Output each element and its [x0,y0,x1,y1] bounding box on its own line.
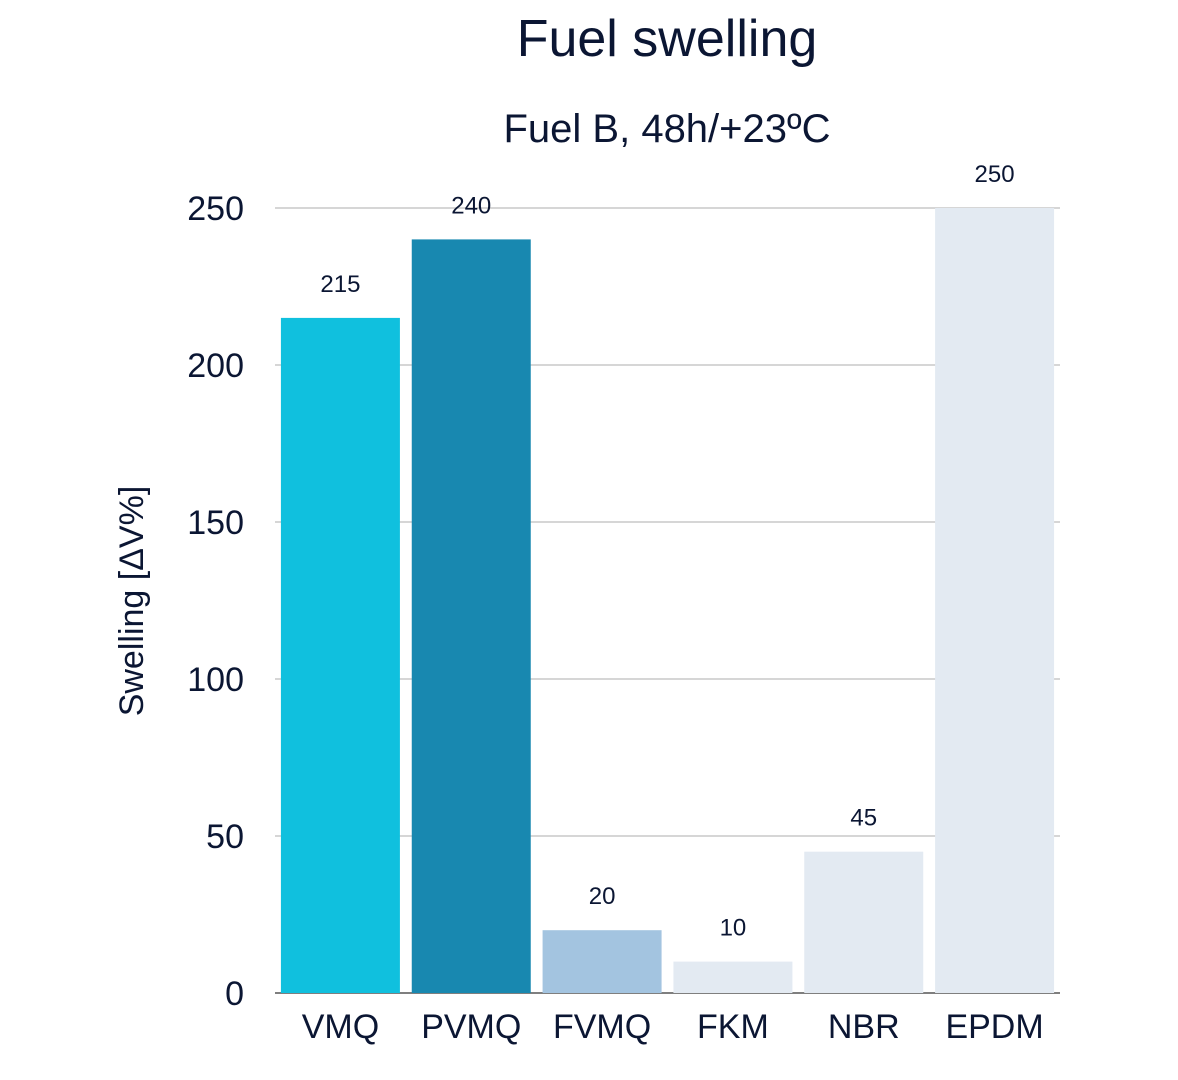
y-tick-label: 250 [187,190,244,228]
data-label: 45 [850,805,877,832]
bar-fvmq [542,930,662,993]
bar-vmq [280,317,400,993]
x-tick-label: FKM [697,1008,769,1046]
data-label: 10 [720,915,747,942]
chart-title: Fuel swelling [517,10,818,68]
data-label: 240 [451,192,491,219]
bar-epdm [935,208,1055,993]
bar-fkm [673,961,793,993]
bar-pvmq [411,239,531,993]
bar-nbr [804,851,924,993]
y-tick-label: 200 [187,347,244,385]
x-tick-label: PVMQ [421,1008,521,1046]
y-tick-label: 100 [187,661,244,699]
y-tick-label: 50 [206,818,244,856]
x-tick-label: VMQ [302,1008,379,1046]
y-axis-label: Swelling [ΔV%] [113,486,151,717]
x-tick-label: NBR [828,1008,900,1046]
y-tick-label: 150 [187,504,244,542]
y-tick-label: 0 [225,975,244,1013]
data-label: 250 [975,161,1015,188]
data-label: 215 [320,271,360,298]
chart-subtitle: Fuel B, 48h/+23ºC [503,107,830,151]
data-label: 20 [589,883,616,910]
x-tick-label: FVMQ [553,1008,651,1046]
x-tick-label: EPDM [945,1008,1043,1046]
